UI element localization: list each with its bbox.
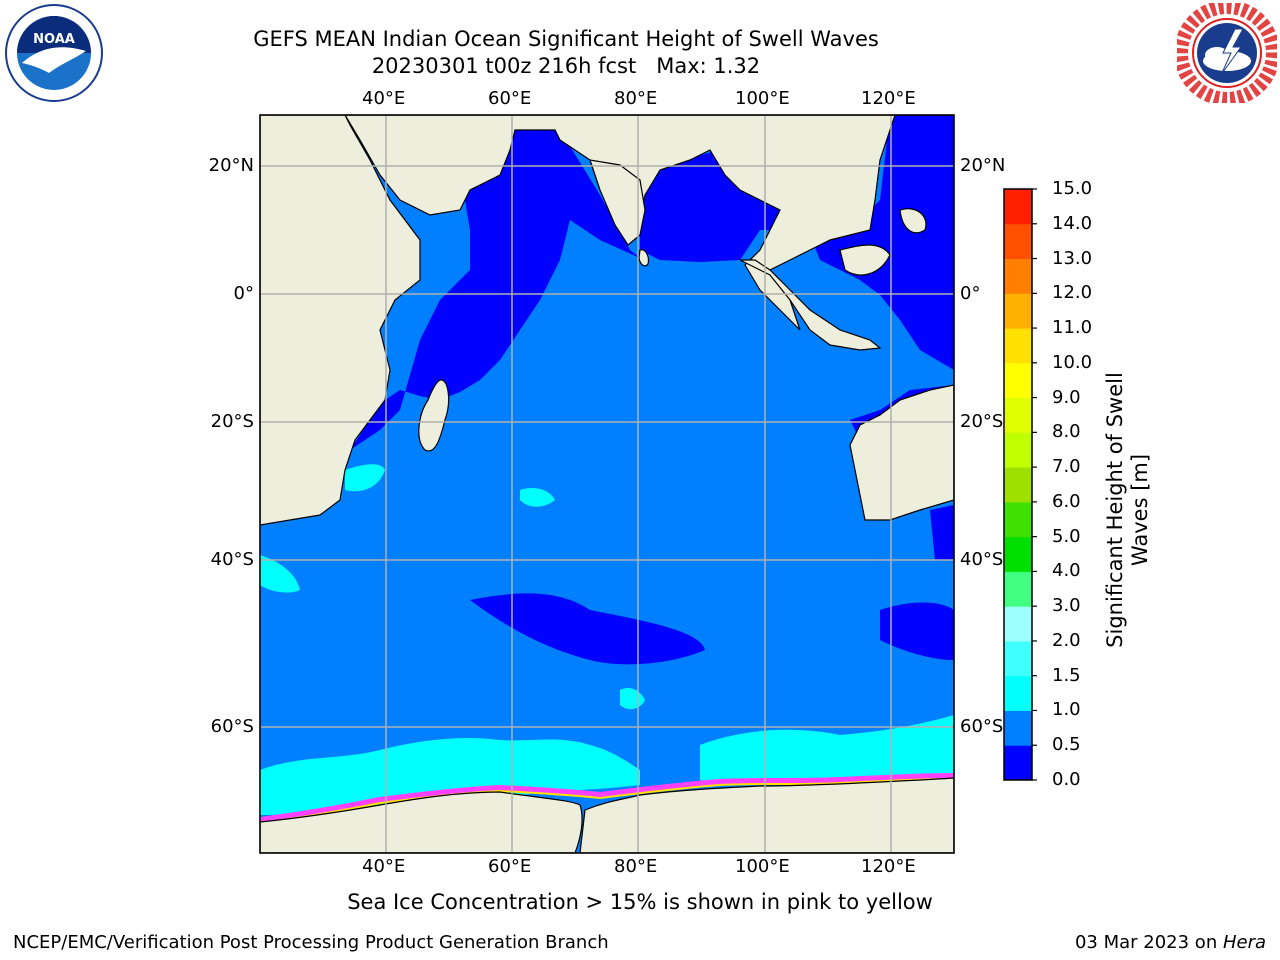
lon-label-top: 100°E xyxy=(735,88,790,109)
colorbar-tick-label: 8.0 xyxy=(1052,421,1081,443)
colorbar-tick-label: 12.0 xyxy=(1052,282,1093,304)
lat-label-left: 60°S xyxy=(210,716,254,737)
lon-label-bottom: 60°E xyxy=(488,856,532,877)
colorbar-tick-label: 4.0 xyxy=(1052,560,1081,582)
colorbar-bin xyxy=(1004,745,1032,781)
lon-label-bottom: 100°E xyxy=(735,856,790,877)
colorbar-bin xyxy=(1004,640,1032,677)
lat-label-left: 40°S xyxy=(210,549,254,570)
colorbar-bin xyxy=(1004,258,1032,294)
credit-right: 03 Mar 2023 on Hera xyxy=(1075,932,1266,953)
colorbar-bin xyxy=(1004,606,1032,642)
lon-label-top: 40°E xyxy=(362,88,406,109)
colorbar-bin xyxy=(1004,536,1032,572)
colorbar-bin xyxy=(1004,710,1032,746)
lat-label-right: 60°S xyxy=(960,716,1004,737)
colorbar-bin xyxy=(1004,675,1032,711)
colorbar-tick-label: 11.0 xyxy=(1052,317,1093,339)
credit-left: NCEP/EMC/Verification Post Processing Pr… xyxy=(13,932,609,953)
colorbar-tick-label: 9.0 xyxy=(1052,386,1081,408)
graticule xyxy=(260,115,954,853)
lon-label-bottom: 80°E xyxy=(614,856,658,877)
colorbar-bin xyxy=(1004,467,1032,503)
lon-label-top: 80°E xyxy=(614,88,658,109)
colorbar-tick-label: 0.0 xyxy=(1052,769,1081,790)
colorbar-bin xyxy=(1004,328,1032,364)
credit-date: 03 Mar 2023 on xyxy=(1074,932,1223,953)
colorbar-tick-label: 0.5 xyxy=(1052,734,1081,756)
lat-label-right: 20°S xyxy=(960,411,1004,432)
low-swell-areas xyxy=(350,115,954,665)
map-title: GEFS MEAN Indian Ocean Significant Heigh… xyxy=(253,27,879,51)
colorbar-bin xyxy=(1004,397,1032,433)
sea-ice-edge xyxy=(260,773,954,823)
noaa-logo-text: NOAA xyxy=(33,32,75,47)
lat-label-left: 0° xyxy=(233,283,254,304)
colorbar-bin xyxy=(1004,571,1032,607)
lat-label-left: 20°S xyxy=(210,411,254,432)
sea-ice-note: Sea Ice Concentration > 15% is shown in … xyxy=(347,890,933,914)
noaa-logo: NOAA xyxy=(5,4,103,102)
colorbar-bin xyxy=(1004,223,1032,260)
map-content xyxy=(260,115,954,853)
colorbar-tick-label: 6.0 xyxy=(1052,490,1081,512)
lon-label-top: 60°E xyxy=(488,88,532,109)
colorbar-bin xyxy=(1004,189,1032,225)
colorbar-tick-label: 1.0 xyxy=(1052,699,1081,721)
colorbar-tick-label: 10.0 xyxy=(1052,351,1093,373)
colorbar-tick-label: 3.0 xyxy=(1052,595,1081,617)
credit-host: Hera xyxy=(1222,932,1266,953)
lat-label-right: 40°S xyxy=(960,549,1004,570)
colorbar-tick-label: 7.0 xyxy=(1052,456,1081,478)
colorbar-title: Significant Height of Swell Waves [m] xyxy=(1103,330,1153,690)
lat-label-right: 0° xyxy=(960,283,981,304)
lon-label-bottom: 40°E xyxy=(362,856,406,877)
colorbar-frame xyxy=(1003,188,1033,781)
colorbar-bin xyxy=(1004,501,1032,538)
sea-ice-edge-inner xyxy=(260,778,954,824)
colorbar-tick-label: 5.0 xyxy=(1052,525,1081,547)
colorbar-bin xyxy=(1004,362,1032,399)
lon-label-bottom: 120°E xyxy=(861,856,916,877)
colorbar-tick-label: 2.0 xyxy=(1052,629,1081,651)
map-subtitle: 20230301 t00z 216h fcst Max: 1.32 xyxy=(371,54,761,78)
nws-logo xyxy=(1177,3,1277,103)
colorbar-title-line1: Significant Height of Swell xyxy=(1103,372,1127,648)
colorbar-bin xyxy=(1004,432,1032,468)
lat-label-right: 20°N xyxy=(960,155,1006,176)
colorbar-bin xyxy=(1004,293,1032,329)
colorbar-tick-label: 1.5 xyxy=(1052,664,1081,686)
lon-label-top: 120°E xyxy=(861,88,916,109)
map-frame xyxy=(259,114,955,854)
colorbar-title-line2: Waves [m] xyxy=(1128,453,1152,567)
colorbar-tick-label: 14.0 xyxy=(1052,212,1093,234)
colorbar xyxy=(1003,188,1037,781)
colorbar-tick-label: 15.0 xyxy=(1052,178,1093,199)
lat-label-left: 20°N xyxy=(208,155,254,176)
colorbar-tick-label: 13.0 xyxy=(1052,247,1093,269)
